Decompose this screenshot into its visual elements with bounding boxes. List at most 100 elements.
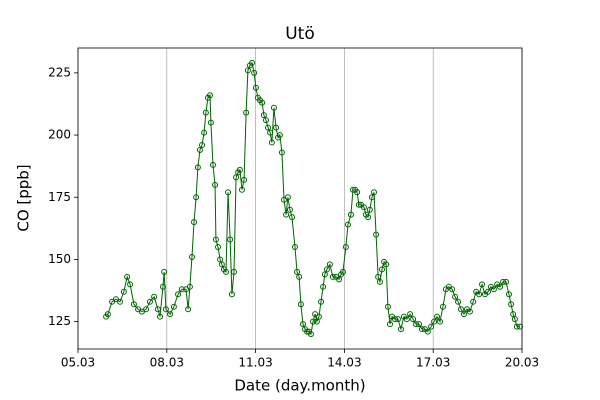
data-point bbox=[276, 132, 283, 139]
data-point bbox=[428, 323, 435, 330]
data-point bbox=[188, 253, 195, 260]
data-point bbox=[490, 286, 497, 293]
data-point bbox=[418, 326, 425, 333]
data-point bbox=[323, 266, 330, 273]
data-point bbox=[225, 189, 232, 196]
data-point bbox=[320, 283, 327, 290]
data-point bbox=[223, 268, 229, 275]
data-point bbox=[178, 286, 185, 293]
data-point bbox=[207, 92, 214, 99]
data-point bbox=[260, 112, 267, 119]
y-tick-label: 200 bbox=[48, 128, 71, 142]
data-point bbox=[238, 186, 245, 193]
data-point bbox=[273, 124, 280, 131]
data-point bbox=[227, 236, 234, 243]
y-tick-label: 125 bbox=[48, 314, 71, 328]
data-point bbox=[339, 268, 346, 275]
data-point bbox=[161, 268, 168, 275]
data-point bbox=[196, 146, 203, 153]
data-point bbox=[104, 311, 111, 318]
data-point bbox=[243, 109, 250, 116]
data-point bbox=[365, 214, 372, 221]
data-point bbox=[146, 298, 153, 305]
data-point bbox=[383, 261, 390, 268]
data-point bbox=[201, 129, 208, 136]
data-point bbox=[484, 288, 491, 295]
data-point bbox=[124, 273, 131, 280]
data-point bbox=[159, 283, 166, 290]
data-point bbox=[143, 306, 150, 313]
data-point bbox=[511, 316, 518, 323]
data-point bbox=[284, 194, 291, 201]
data-point bbox=[259, 99, 266, 106]
data-point bbox=[452, 293, 459, 300]
plot-frame bbox=[77, 47, 523, 350]
data-point bbox=[455, 298, 462, 305]
data-point bbox=[175, 291, 182, 298]
data-point bbox=[212, 181, 219, 188]
data-point bbox=[344, 221, 351, 228]
data-point bbox=[321, 271, 328, 278]
data-point bbox=[236, 166, 243, 173]
data-point bbox=[313, 318, 320, 325]
data-point bbox=[476, 291, 483, 298]
data-point bbox=[215, 244, 222, 251]
data-point bbox=[460, 311, 467, 318]
data-point bbox=[162, 306, 169, 313]
data-point bbox=[329, 273, 336, 280]
data-point bbox=[209, 161, 216, 168]
data-point bbox=[191, 219, 198, 226]
data-point bbox=[251, 69, 258, 76]
data-point bbox=[310, 318, 317, 325]
data-point bbox=[424, 328, 431, 335]
data-point bbox=[516, 323, 523, 330]
data-point bbox=[503, 278, 510, 285]
data-point bbox=[466, 308, 473, 315]
data-point bbox=[413, 321, 420, 328]
data-point bbox=[228, 291, 235, 298]
data-point bbox=[397, 326, 404, 333]
data-point bbox=[286, 206, 293, 213]
data-point bbox=[437, 318, 444, 325]
data-point bbox=[373, 231, 380, 238]
data-point bbox=[366, 206, 373, 213]
data-point bbox=[233, 174, 240, 181]
data-point bbox=[186, 283, 193, 290]
data-point bbox=[120, 288, 127, 295]
data-point bbox=[170, 303, 177, 310]
data-point bbox=[193, 194, 200, 201]
data-point bbox=[307, 331, 314, 338]
data-point bbox=[207, 119, 214, 126]
data-point bbox=[378, 266, 385, 273]
x-tick-label: 20.03 bbox=[505, 356, 539, 370]
data-point bbox=[371, 189, 377, 196]
data-point bbox=[431, 318, 438, 325]
data-point bbox=[347, 211, 354, 218]
data-point bbox=[185, 306, 192, 313]
data-point bbox=[230, 268, 237, 275]
data-point bbox=[202, 109, 209, 116]
data-point bbox=[154, 306, 161, 313]
x-tick-label: 14.03 bbox=[327, 356, 361, 370]
data-point bbox=[244, 67, 251, 74]
chart-title: Utö bbox=[285, 24, 315, 44]
data-point bbox=[267, 129, 274, 136]
data-point bbox=[510, 311, 517, 318]
data-point bbox=[291, 244, 298, 251]
data-point bbox=[513, 323, 520, 330]
data-point bbox=[384, 303, 391, 310]
data-point bbox=[505, 291, 512, 298]
y-tick-label: 175 bbox=[48, 190, 71, 204]
data-point bbox=[318, 298, 325, 305]
y-tick-label: 225 bbox=[48, 65, 71, 79]
data-point bbox=[283, 211, 290, 218]
data-point bbox=[252, 84, 259, 91]
data-point bbox=[392, 316, 399, 323]
data-point bbox=[449, 286, 456, 293]
data-point bbox=[376, 278, 383, 285]
data-point bbox=[470, 298, 477, 305]
data-point bbox=[167, 311, 174, 318]
data-point bbox=[199, 142, 206, 149]
